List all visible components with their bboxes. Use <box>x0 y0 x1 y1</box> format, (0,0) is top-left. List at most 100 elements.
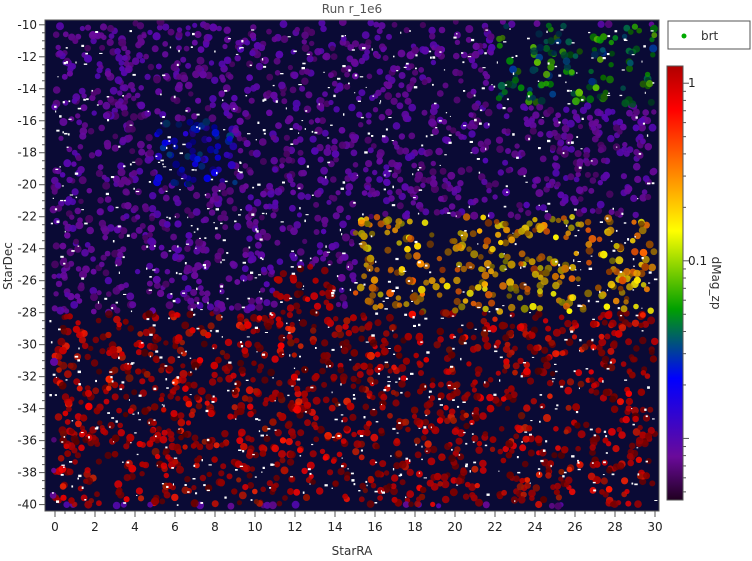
scatter-gap <box>138 419 141 421</box>
scatter-point <box>201 135 209 144</box>
scatter-point <box>366 321 373 328</box>
scatter-gap <box>261 258 264 261</box>
scatter-gap <box>380 490 382 493</box>
scatter-gap <box>146 318 150 321</box>
scatter-point <box>622 415 630 424</box>
scatter-gap <box>60 199 64 202</box>
scatter-point <box>193 462 200 469</box>
scatter-point <box>89 94 96 101</box>
scatter-gap <box>258 419 261 421</box>
scatter-point <box>342 233 350 242</box>
scatter-point <box>465 166 473 173</box>
scatter-point <box>227 502 235 510</box>
scatter-point <box>196 56 205 65</box>
scatter-point <box>125 374 134 383</box>
scatter-gap <box>60 473 64 476</box>
scatter-point <box>555 494 563 501</box>
y-tick-label: -40 <box>17 498 37 512</box>
scatter-point <box>78 198 84 204</box>
scatter-gap <box>514 500 516 503</box>
scatter-gap <box>324 484 328 487</box>
scatter-point <box>295 398 303 406</box>
scatter-gap <box>166 387 169 389</box>
scatter-point <box>545 325 552 332</box>
scatter-point <box>555 112 561 118</box>
scatter-gap <box>173 457 178 459</box>
scatter-gap <box>67 133 70 136</box>
scatter-gap <box>573 370 576 373</box>
scatter-point <box>161 407 167 413</box>
scatter-point <box>51 467 57 473</box>
y-tick-label: -38 <box>17 466 37 480</box>
scatter-gap <box>140 342 144 344</box>
scatter-point <box>318 97 325 104</box>
scatter-point <box>266 109 273 117</box>
x-tick-label: 8 <box>211 520 219 534</box>
scatter-point <box>118 383 125 390</box>
scatter-gap <box>62 131 64 134</box>
scatter-point <box>576 48 583 55</box>
scatter-gap <box>61 441 64 443</box>
scatter-gap <box>652 418 655 420</box>
scatter-point <box>199 474 207 482</box>
scatter-point <box>618 315 625 322</box>
scatter-point <box>237 407 245 416</box>
scatter-point <box>244 340 252 348</box>
scatter-point <box>626 109 633 117</box>
scatter-point <box>306 461 315 470</box>
scatter-gap <box>426 351 430 354</box>
scatter-point <box>306 55 314 63</box>
scatter-point <box>535 500 543 509</box>
scatter-point <box>594 108 602 117</box>
scatter-point <box>471 435 479 442</box>
scatter-point <box>543 176 550 182</box>
scatter-point <box>323 148 332 156</box>
scatter-point <box>503 113 510 120</box>
scatter-point <box>217 479 225 487</box>
scatter-point <box>460 265 467 273</box>
scatter-point <box>107 205 115 213</box>
scatter-gap <box>465 463 468 466</box>
scatter-point <box>94 302 103 310</box>
scatter-gap <box>250 271 254 274</box>
scatter-gap <box>360 116 364 119</box>
scatter-gap <box>463 431 466 434</box>
scatter-point <box>169 277 175 284</box>
scatter-point <box>153 282 161 289</box>
scatter-point <box>506 293 512 299</box>
scatter-point <box>369 230 376 237</box>
scatter-point <box>105 310 113 319</box>
scatter-point <box>60 271 68 279</box>
scatter-point <box>90 256 96 262</box>
scatter-gap <box>329 365 331 367</box>
scatter-point <box>247 403 254 410</box>
scatter-point <box>506 471 514 479</box>
scatter-gap <box>160 159 164 162</box>
scatter-point <box>331 150 340 158</box>
scatter-point <box>618 276 627 285</box>
scatter-point <box>171 378 179 386</box>
scatter-point <box>516 202 523 209</box>
scatter-point <box>488 43 496 52</box>
scatter-gap <box>451 448 453 451</box>
scatter-point <box>362 245 369 252</box>
scatter-point <box>636 152 644 159</box>
scatter-gap <box>522 362 526 364</box>
scatter-point <box>296 308 302 315</box>
scatter-point <box>537 265 544 271</box>
scatter-point <box>102 181 111 190</box>
scatter-point <box>441 119 448 125</box>
scatter-point <box>608 319 617 328</box>
scatter-point <box>364 184 371 191</box>
scatter-point <box>406 490 415 498</box>
scatter-gap <box>606 94 611 96</box>
scatter-point <box>364 220 371 227</box>
scatter-gap <box>635 116 638 119</box>
scatter-point <box>281 98 288 105</box>
scatter-point <box>271 355 279 363</box>
scatter-gap <box>251 29 255 31</box>
scatter-gap <box>56 220 60 223</box>
scatter-gap <box>226 252 229 254</box>
scatter-gap <box>405 496 407 499</box>
scatter-gap <box>81 209 84 211</box>
